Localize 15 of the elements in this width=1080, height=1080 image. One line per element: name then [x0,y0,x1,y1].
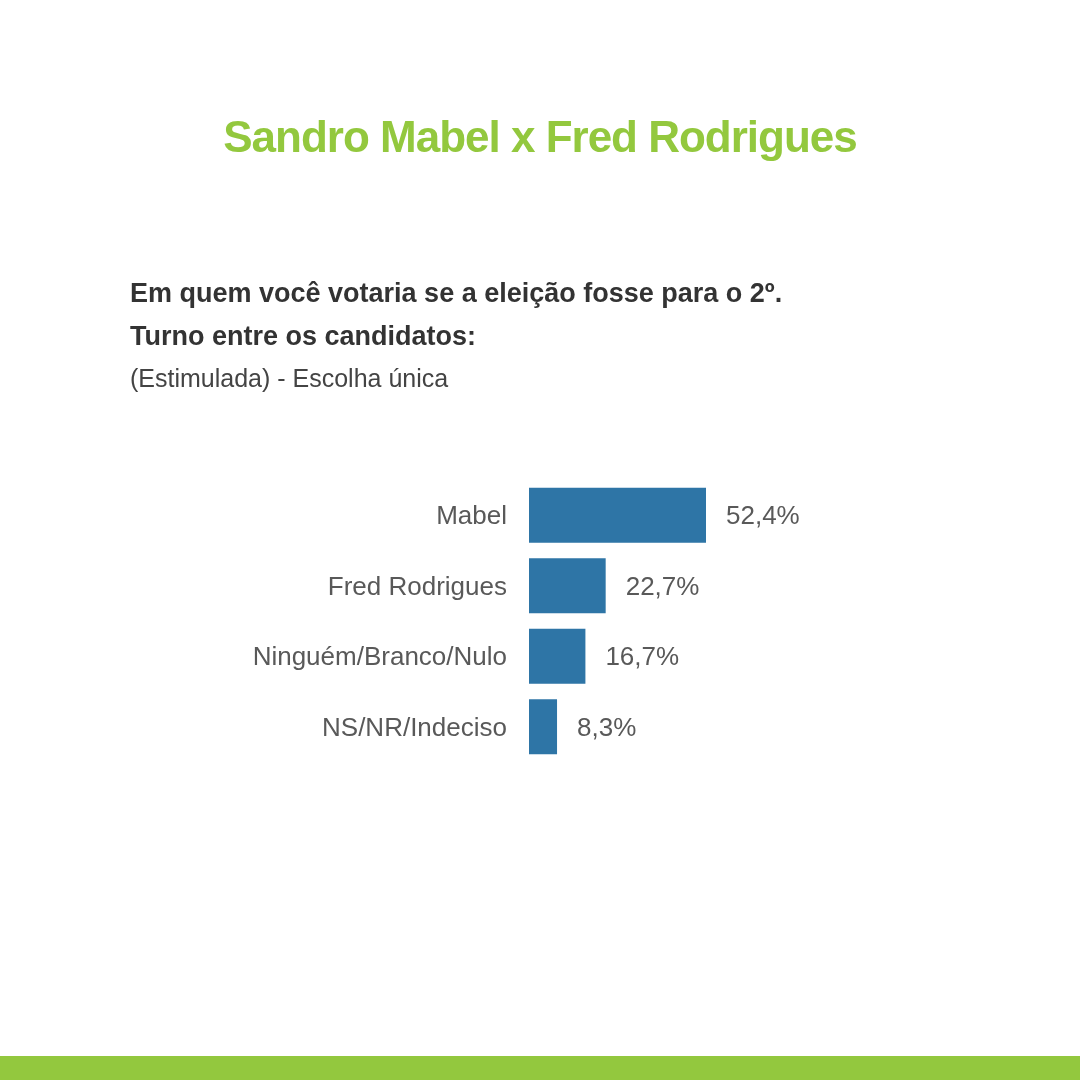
text: (Estimulada) - Escolha única [130,364,449,393]
y-tick-label: Ninguém/Branco/Nulo [252,641,507,672]
y-tick-label: Fred Rodrigues [327,570,507,601]
data-label: 16,7% [605,641,680,672]
chart-subtitle: Em quem você votaria se a eleição fosse para o 2º. Turno entre os candidatos: [130,277,784,353]
bar [529,558,606,614]
data-label: 22,7% [625,570,700,601]
y-tick-label: NS/NR/Indeciso [322,711,507,742]
y-tick-label: Mabel [436,500,507,531]
bar [529,628,586,684]
bar [529,487,706,543]
chart-title: Sandro Mabel x Fred Rodrigues [222,112,858,162]
bar [529,699,558,755]
data-label: 8,3% [577,711,637,742]
data-label: 52,4% [726,500,800,531]
